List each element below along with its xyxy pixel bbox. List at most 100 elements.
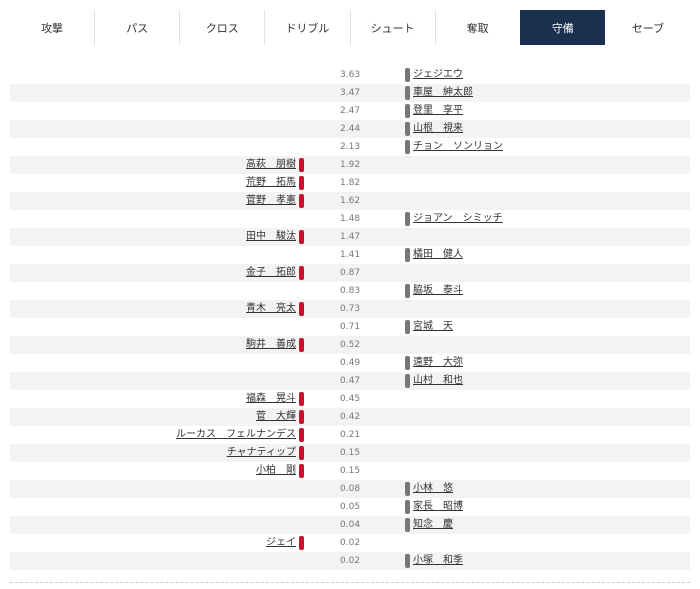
stat-value: 0.15 [340,466,361,476]
stat-value: 2.44 [340,124,361,134]
player-link[interactable]: 知念 慶 [413,519,453,530]
table-row: 家長 昭博 0.05 [10,498,690,516]
player-link[interactable]: 高萩 朋樹 [246,159,296,170]
table-row: 橘田 健人 1.41 [10,246,690,264]
stat-value: 3.63 [340,70,361,80]
home-team-marker [299,338,304,352]
stat-value: 1.82 [340,178,361,188]
tab-2[interactable]: クロス [179,10,264,45]
stat-value: 0.42 [340,412,361,422]
player-link[interactable]: ジョアン シミッチ [413,213,503,224]
player-link[interactable]: 駒井 善成 [246,339,296,350]
player-link[interactable]: 菅野 孝憲 [246,195,296,206]
player-link[interactable]: 小塚 和季 [413,555,463,566]
home-team-marker [299,176,304,190]
player-link[interactable]: チャナティップ [226,447,296,458]
table-row: 荒野 拓馬 1.82 [10,174,690,192]
player-link[interactable]: 山根 視来 [413,123,463,134]
away-team-marker [405,284,410,298]
away-team-marker [405,518,410,532]
table-row: 小林 悠 0.08 [10,480,690,498]
home-team-marker [299,230,304,244]
ranking-table: ジェジエウ 3.63 車屋 紳太郎 3.47 登里 享平 2.47 山根 視来 2.44 チョン… [10,66,690,570]
player-link[interactable]: 宮城 天 [413,321,453,332]
player-link[interactable]: 家長 昭博 [413,501,463,512]
player-link[interactable]: 福森 晃斗 [246,393,296,404]
stat-value: 2.13 [340,142,361,152]
away-team-marker [405,140,410,154]
player-link[interactable]: チョン ソンリョン [413,141,503,152]
away-team-marker [405,356,410,370]
away-team-marker [405,482,410,496]
player-link[interactable]: ルーカス フェルナンデス [176,429,296,440]
player-link[interactable]: 橘田 健人 [413,249,463,260]
stat-value: 0.04 [340,520,361,530]
tab-5[interactable]: 奪取 [434,10,520,45]
stat-value: 1.62 [340,196,361,206]
stat-value: 0.71 [340,322,361,332]
table-row: 脇坂 泰斗 0.83 [10,282,690,300]
player-link[interactable]: 青木 亮太 [246,303,296,314]
stat-value: 0.52 [340,340,361,350]
player-link[interactable]: 金子 拓郎 [246,267,296,278]
stat-value: 1.47 [340,232,361,242]
home-team-marker [299,536,304,550]
home-team-marker [299,158,304,172]
player-link[interactable]: 登里 享平 [413,105,463,116]
divider [10,582,690,583]
tab-1[interactable]: パス [94,10,179,45]
stat-value: 0.73 [340,304,361,314]
player-link[interactable]: ジェジエウ [413,69,463,80]
stat-value: 0.02 [340,556,361,566]
home-team-marker [299,392,304,406]
table-row: 田中 駿汰 1.47 [10,228,690,246]
player-link[interactable]: 菅 大輝 [256,411,296,422]
player-link[interactable]: 小柏 剛 [256,465,296,476]
table-row: 菅野 孝憲 1.62 [10,192,690,210]
table-row: 福森 晃斗 0.45 [10,390,690,408]
stat-value: 0.47 [340,376,361,386]
table-row: 山村 和也 0.47 [10,372,690,390]
tab-7[interactable]: セーブ [631,21,665,35]
table-row: 小柏 剛 0.15 [10,462,690,480]
stat-value: 0.15 [340,448,361,458]
away-team-marker [405,68,410,82]
table-row: 遠野 大弥 0.49 [10,354,690,372]
away-team-marker [405,554,410,568]
home-team-marker [299,464,304,478]
player-link[interactable]: 田中 駿汰 [246,231,296,242]
stat-value: 0.49 [340,358,361,368]
table-row: チョン ソンリョン 2.13 [10,138,690,156]
tab-6[interactable]: 守備 [519,10,605,45]
tab-0[interactable]: 攻撃 [41,21,64,35]
home-team-marker [299,446,304,460]
player-link[interactable]: ジェイ [266,537,296,548]
player-link[interactable]: 荒野 拓馬 [246,177,296,188]
tab-4[interactable]: シュート [349,10,435,45]
category-tabs: 攻撃 パス クロス ドリブル シュート 奪取 守備 セーブ [10,10,690,45]
player-link[interactable]: 小林 悠 [413,483,453,494]
player-link[interactable]: 車屋 紳太郎 [413,87,473,98]
stat-value: 0.45 [340,394,361,404]
away-team-marker [405,500,410,514]
table-row: 車屋 紳太郎 3.47 [10,84,690,102]
away-team-marker [405,104,410,118]
stat-value: 0.87 [340,268,361,278]
away-team-marker [405,212,410,226]
away-team-marker [405,122,410,136]
table-row: 菅 大輝 0.42 [10,408,690,426]
player-link[interactable]: 山村 和也 [413,375,463,386]
table-row: 金子 拓郎 0.87 [10,264,690,282]
player-link[interactable]: 脇坂 泰斗 [413,285,463,296]
table-row: 山根 視来 2.44 [10,120,690,138]
tab-3[interactable]: ドリブル [264,10,349,45]
table-row: ジェイ 0.02 [10,534,690,552]
stat-value: 2.47 [340,106,361,116]
table-row: ルーカス フェルナンデス 0.21 [10,426,690,444]
table-row: 駒井 善成 0.52 [10,336,690,354]
table-row: ジェジエウ 3.63 [10,66,690,84]
player-link[interactable]: 遠野 大弥 [413,357,463,368]
away-team-marker [405,248,410,262]
stat-value: 0.21 [340,430,361,440]
home-team-marker [299,266,304,280]
